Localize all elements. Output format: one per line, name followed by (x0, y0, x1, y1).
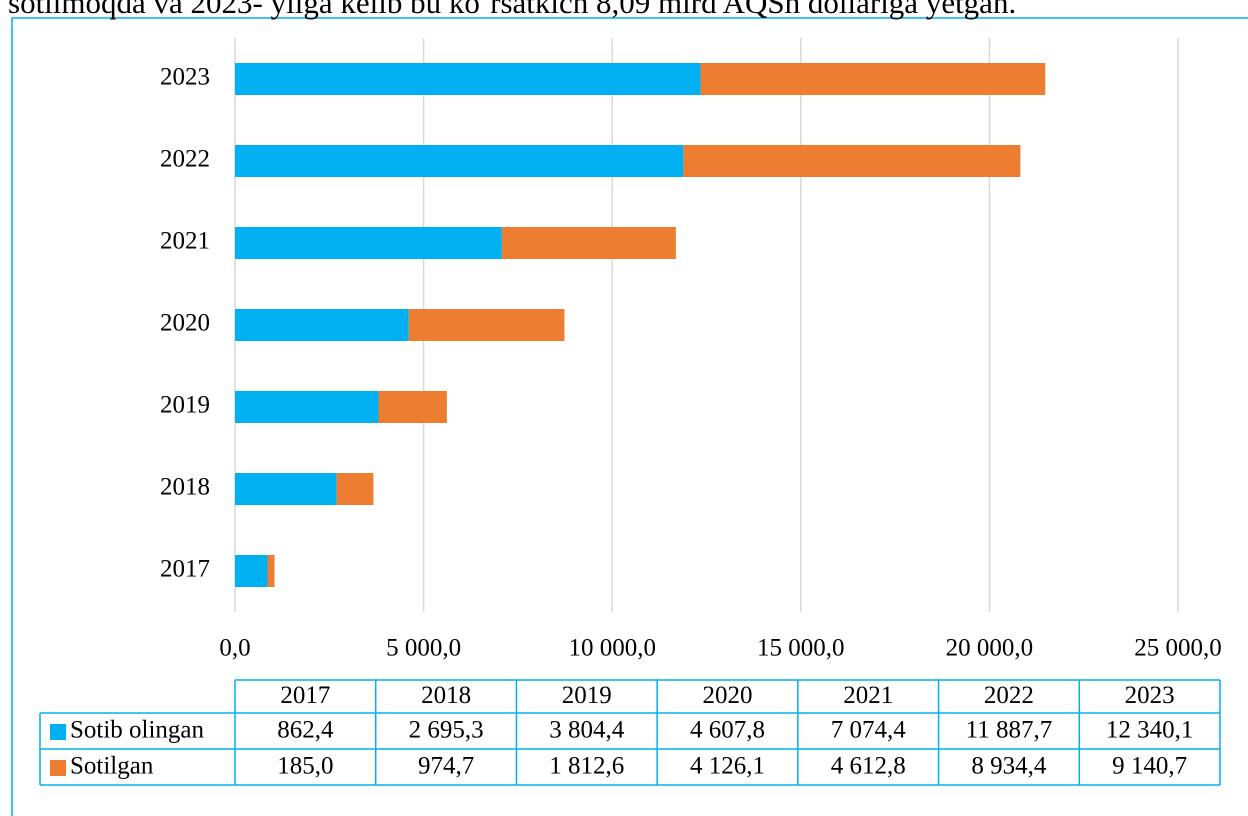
y-tick-label: 2020 (160, 310, 210, 337)
y-tick-label: 2023 (160, 64, 210, 91)
table-header: 2019 (562, 682, 612, 709)
table-header: 2023 (1125, 682, 1175, 709)
y-tick-label: 2017 (160, 556, 210, 583)
table-value: 2 695,3 (409, 717, 484, 744)
table-value: 4 612,8 (831, 753, 906, 780)
table-value: 862,4 (277, 717, 334, 744)
table-value: 11 887,7 (966, 717, 1053, 744)
bar-segment (267, 555, 275, 587)
table-header: 2020 (703, 682, 753, 709)
table-value: 8 934,4 (971, 753, 1047, 780)
table-value: 9 140,7 (1112, 753, 1187, 780)
legend-label: Sotib olingan (70, 717, 205, 744)
x-tick-label: 0,0 (219, 635, 250, 662)
x-tick-label: 20 000,0 (946, 635, 1034, 662)
y-tick-label: 2022 (160, 146, 210, 173)
table-header: 2017 (280, 682, 330, 709)
bar-segment (235, 145, 684, 177)
bar-segment (235, 555, 268, 587)
bar-segment (700, 63, 1046, 95)
bar-segment (235, 391, 379, 423)
table-header: 2021 (843, 682, 893, 709)
table-header: 2022 (984, 682, 1034, 709)
bar-segment (235, 473, 337, 505)
bar-segment (408, 309, 565, 341)
legend-swatch (50, 724, 66, 740)
bar-segment (235, 309, 409, 341)
bar-segment (235, 63, 701, 95)
y-tick-label: 2019 (160, 392, 210, 419)
table-value: 1 812,6 (549, 753, 624, 780)
x-tick-label: 10 000,0 (568, 635, 656, 662)
legend-label: Sotilgan (70, 753, 154, 780)
bar-segment (501, 227, 676, 259)
y-tick-label: 2018 (160, 474, 210, 501)
frame (11, 17, 1248, 816)
legend-swatch (50, 760, 66, 776)
bar-segment (378, 391, 447, 423)
text-above: sotilmoqda va 2023- yilga kelib bu ko`rs… (8, 0, 1016, 20)
x-tick-label: 5 000,0 (386, 635, 461, 662)
table-value: 7 074,4 (831, 717, 907, 744)
table-value: 185,0 (277, 753, 333, 780)
table-header: 2018 (421, 682, 471, 709)
table-value: 3 804,4 (549, 717, 625, 744)
y-tick-label: 2021 (160, 228, 210, 255)
bar-segment (336, 473, 374, 505)
bar-segment (683, 145, 1021, 177)
bar-segment (235, 227, 502, 259)
x-tick-label: 15 000,0 (757, 635, 845, 662)
table-value: 974,7 (418, 753, 474, 780)
table-value: 4 126,1 (690, 753, 765, 780)
table-value: 12 340,1 (1106, 717, 1194, 744)
table-value: 4 607,8 (690, 717, 765, 744)
x-tick-label: 25 000,0 (1134, 635, 1222, 662)
